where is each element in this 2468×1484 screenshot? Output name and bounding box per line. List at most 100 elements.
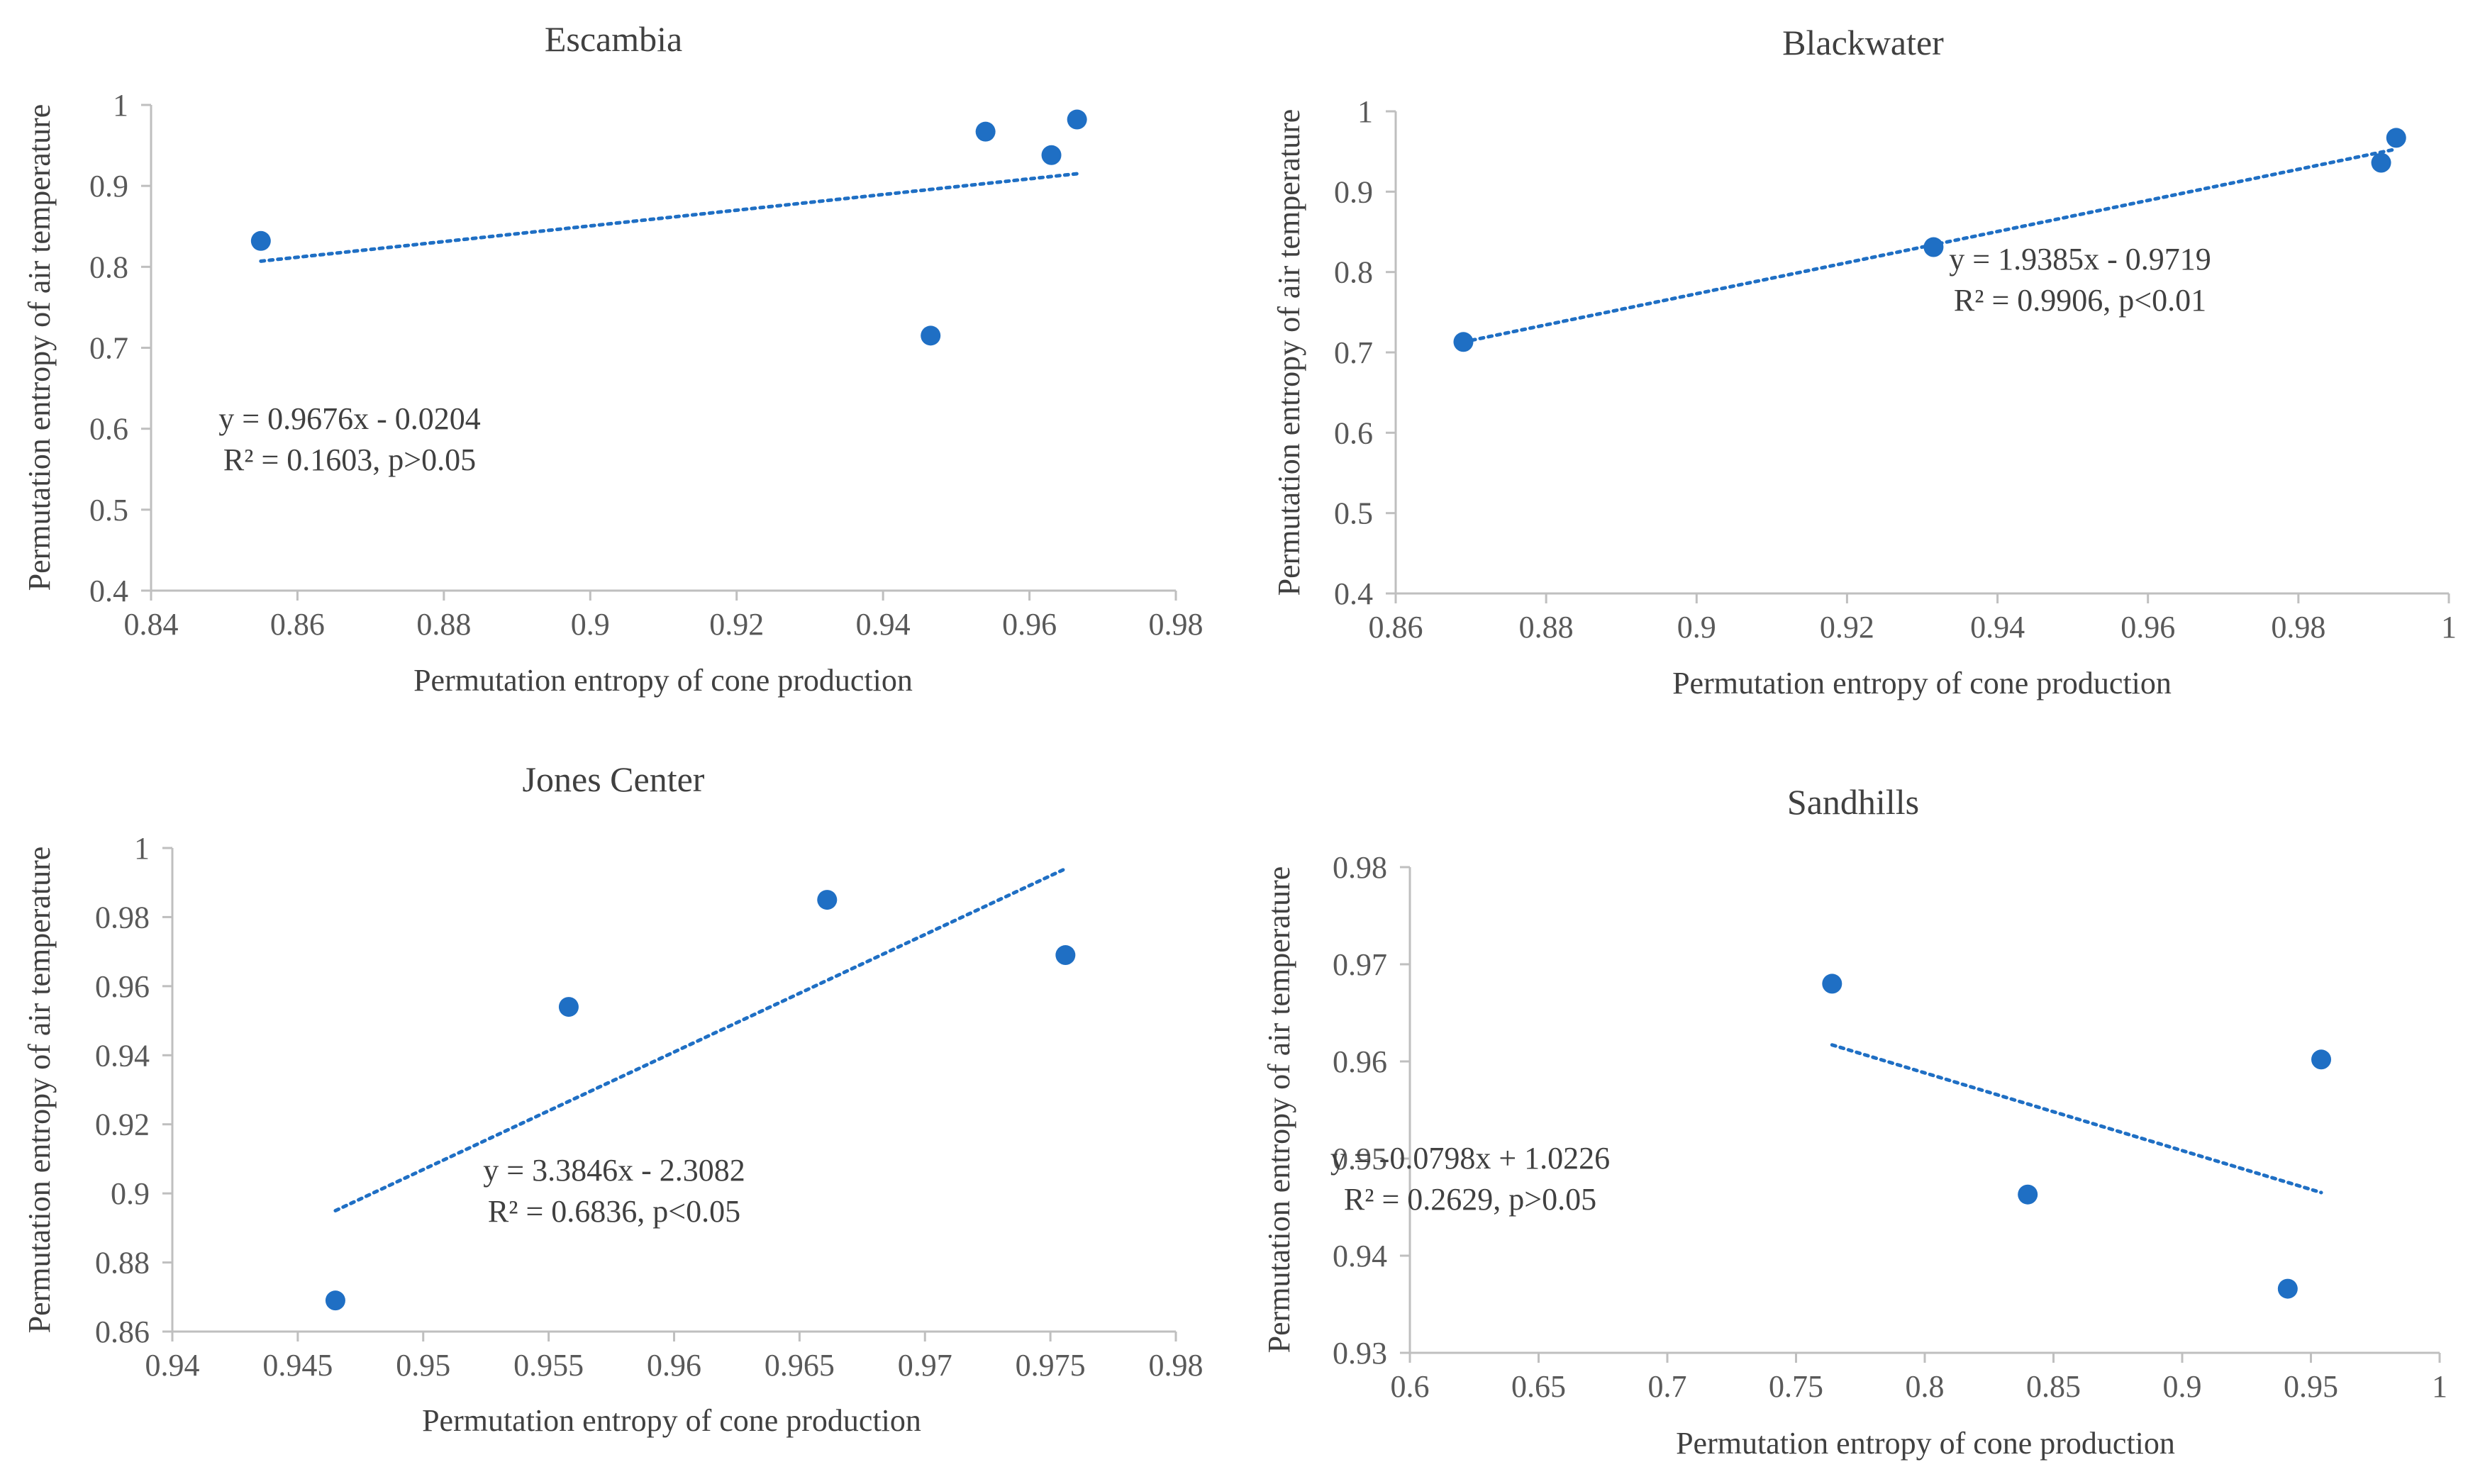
data-point <box>558 997 579 1017</box>
x-tick-label: 0.94 <box>856 607 911 642</box>
y-tick-label: 0.8 <box>1334 255 1373 290</box>
regression-equation: y = -0.0798x + 1.0226 <box>1330 1141 1610 1176</box>
y-tick-label: 0.86 <box>95 1315 150 1349</box>
y-tick-label: 1 <box>113 88 128 123</box>
x-tick-label: 0.97 <box>898 1348 952 1383</box>
chart-title: Jones Center <box>523 759 705 799</box>
x-tick-label: 0.96 <box>1002 607 1057 642</box>
data-point <box>817 890 838 910</box>
x-tick-label: 0.92 <box>709 607 764 642</box>
y-axis-label: Permutation entropy of air temperature <box>1272 109 1306 596</box>
y-tick-label: 0.4 <box>1334 576 1373 611</box>
x-tick-label: 0.98 <box>2271 610 2325 645</box>
y-tick-label: 0.98 <box>1333 850 1387 885</box>
x-tick-label: 0.955 <box>513 1348 584 1383</box>
y-tick-label: 1 <box>1357 94 1373 129</box>
chart-title: Sandhills <box>1787 782 1919 822</box>
y-tick-label: 0.92 <box>95 1108 150 1142</box>
x-tick-label: 0.9 <box>1677 610 1716 645</box>
y-tick-label: 1 <box>134 831 150 866</box>
y-tick-label: 0.96 <box>95 969 150 1004</box>
x-tick-label: 0.98 <box>1149 607 1204 642</box>
x-axis-label: Permutation entropy of cone production <box>1676 1426 2175 1461</box>
x-tick-label: 1 <box>2432 1369 2447 1404</box>
x-tick-label: 0.96 <box>647 1348 701 1383</box>
y-tick-label: 0.9 <box>89 169 128 203</box>
chart-2: Jones Center 0.94 0.945 0.95 0.955 0.96 0.965 0… <box>22 759 1204 1438</box>
data-point <box>325 1290 345 1311</box>
y-axis-label: Permutation entropy of air temperature <box>22 847 57 1334</box>
data-point <box>2018 1184 2038 1205</box>
r-squared-label: R² = 0.9906, p<0.01 <box>1954 283 2206 318</box>
x-tick-label: 1 <box>2441 610 2457 645</box>
x-axis-label: Permutation entropy of cone production <box>1672 666 2172 701</box>
y-tick-label: 0.9 <box>111 1176 150 1211</box>
regression-equation: y = 3.3846x - 2.3082 <box>483 1153 745 1188</box>
data-point <box>1453 332 1474 352</box>
y-tick-label: 0.98 <box>95 900 150 935</box>
y-axis-label: Permutation entropy of air temperature <box>22 104 57 591</box>
y-tick-label: 0.9 <box>1334 174 1373 209</box>
y-tick-label: 0.7 <box>1334 335 1373 370</box>
data-point <box>1923 237 1944 257</box>
data-point <box>2277 1278 2298 1299</box>
chart-1: Blackwater 0.86 0.88 0.9 0.92 0.94 0.96 0.98 1 0.… <box>1272 23 2457 701</box>
x-tick-label: 0.84 <box>124 607 179 642</box>
x-tick-label: 0.86 <box>270 607 325 642</box>
data-point <box>921 325 941 346</box>
x-tick-label: 0.9 <box>2163 1369 2202 1404</box>
data-point <box>975 121 996 142</box>
y-tick-label: 0.95 <box>1333 1142 1387 1176</box>
r-squared-label: R² = 0.1603, p>0.05 <box>223 442 476 477</box>
y-axis-label: Permutation entropy of air temperature <box>1262 866 1296 1354</box>
data-point <box>1067 109 1087 130</box>
y-tick-label: 0.97 <box>1333 947 1387 982</box>
r-squared-label: R² = 0.6836, p<0.05 <box>488 1194 740 1229</box>
x-tick-label: 0.94 <box>145 1348 200 1383</box>
data-point <box>1055 945 1076 966</box>
y-tick-label: 0.94 <box>95 1038 150 1073</box>
x-tick-label: 0.975 <box>1016 1348 1086 1383</box>
x-tick-label: 0.9 <box>571 607 610 642</box>
y-tick-label: 0.94 <box>1333 1239 1387 1273</box>
data-point <box>2386 128 2406 148</box>
data-point <box>250 230 271 251</box>
y-tick-label: 0.5 <box>89 493 128 528</box>
x-tick-label: 0.965 <box>765 1348 835 1383</box>
x-tick-label: 0.95 <box>2284 1369 2338 1404</box>
chart-0: Escambia 0.84 0.86 0.88 0.9 0.92 0.94 0.96 0.98 0… <box>22 19 1204 698</box>
x-tick-label: 0.6 <box>1391 1369 1430 1404</box>
y-tick-label: 0.96 <box>1333 1044 1387 1079</box>
x-tick-label: 0.98 <box>1149 1348 1204 1383</box>
chart-3: Sandhills 0.6 0.65 0.7 0.75 0.8 0.85 0.9 0.95 1 0.… <box>1262 782 2447 1461</box>
x-tick-label: 0.8 <box>1906 1369 1945 1404</box>
regression-equation: y = 0.9676x - 0.0204 <box>218 401 480 436</box>
y-tick-label: 0.7 <box>89 331 128 366</box>
chart-title: Blackwater <box>1782 23 1944 62</box>
data-point <box>1041 145 1062 165</box>
x-tick-label: 0.75 <box>1769 1369 1823 1404</box>
y-tick-label: 0.6 <box>89 412 128 447</box>
x-tick-label: 0.86 <box>1369 610 1423 645</box>
regression-equation: y = 1.9385x - 0.9719 <box>1949 242 2211 277</box>
x-tick-label: 0.95 <box>396 1348 450 1383</box>
y-tick-label: 0.4 <box>89 574 128 608</box>
x-tick-label: 0.92 <box>1820 610 1874 645</box>
r-squared-label: R² = 0.2629, p>0.05 <box>1344 1182 1596 1217</box>
y-tick-label: 0.93 <box>1333 1336 1387 1371</box>
x-tick-label: 0.85 <box>2026 1369 2081 1404</box>
x-axis-label: Permutation entropy of cone production <box>422 1403 921 1438</box>
trendline <box>333 866 1067 1212</box>
data-point <box>2371 152 2391 173</box>
x-tick-label: 0.96 <box>2120 610 2175 645</box>
x-tick-label: 0.945 <box>262 1348 333 1383</box>
x-tick-label: 0.94 <box>1970 610 2025 645</box>
x-axis-label: Permutation entropy of cone production <box>413 663 913 698</box>
x-tick-label: 0.7 <box>1648 1369 1687 1404</box>
x-tick-label: 0.88 <box>416 607 471 642</box>
x-tick-label: 0.65 <box>1511 1369 1566 1404</box>
y-tick-label: 0.88 <box>95 1246 150 1281</box>
data-point <box>1822 973 1842 994</box>
